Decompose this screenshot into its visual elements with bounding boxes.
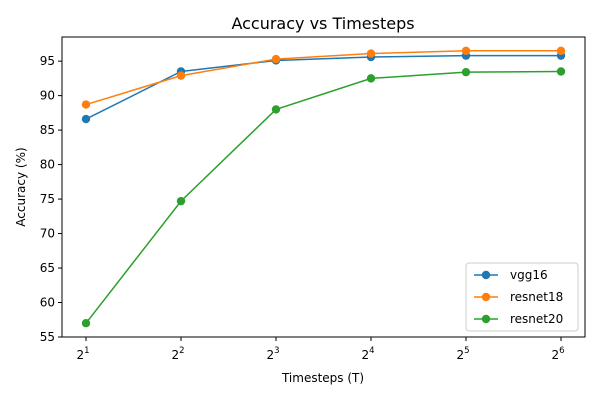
legend: vgg16 resnet18 resnet20	[465, 262, 579, 332]
data-point-resnet20	[556, 67, 566, 76]
data-point-resnet18	[271, 54, 281, 64]
x-tick-label: 22	[171, 346, 184, 362]
y-axis-label: Accuracy (%)	[14, 147, 28, 226]
plot-area	[81, 46, 566, 328]
y-tick-label: 75	[40, 192, 55, 206]
data-point-resnet20	[461, 67, 471, 77]
series-resnet18	[81, 46, 566, 109]
data-point-vgg16	[81, 114, 91, 124]
legend-marker	[481, 270, 491, 280]
legend-label: vgg16	[510, 268, 548, 282]
y-tick-label: 70	[40, 227, 55, 241]
x-tick-label: 26	[551, 346, 564, 362]
legend-item-resnet18: resnet18	[474, 290, 563, 304]
series-line-resnet20	[85, 70, 562, 324]
chart-title: Accuracy vs Timesteps	[231, 14, 414, 33]
data-point-resnet20	[271, 105, 281, 114]
data-point-resnet20	[176, 196, 186, 206]
data-point-resnet18	[366, 49, 376, 58]
series-resnet20	[81, 67, 566, 328]
data-point-resnet20	[81, 319, 91, 328]
x-tick-label: 24	[361, 346, 374, 362]
legend-item-resnet20: resnet20	[474, 312, 563, 326]
x-axis-label: Timesteps (T)	[281, 371, 364, 385]
data-point-resnet20	[366, 74, 376, 83]
legend-label: resnet18	[510, 290, 563, 304]
axes: 55 60 65 70 75 80 85 90 95 21 22 23 24 25 26	[40, 36, 586, 362]
series-vgg16	[81, 51, 566, 124]
legend-label: resnet20	[510, 312, 563, 326]
y-tick-label: 60	[40, 296, 55, 310]
series-line-resnet18	[85, 50, 561, 106]
y-tick-label: 85	[40, 123, 55, 137]
plot-frame	[61, 36, 586, 338]
y-tick-label: 65	[40, 261, 55, 275]
x-tick-label: 25	[456, 346, 469, 362]
data-point-resnet18	[176, 71, 186, 80]
legend-item-vgg16: vgg16	[474, 268, 548, 282]
y-tick-label: 90	[40, 89, 55, 103]
legend-box	[465, 262, 579, 332]
data-point-resnet18	[461, 46, 471, 55]
x-tick-label: 23	[266, 346, 279, 362]
series-line-vgg16	[85, 54, 561, 120]
legend-marker	[481, 314, 491, 324]
x-tick-label: 21	[76, 346, 89, 362]
data-point-resnet18	[81, 100, 91, 109]
y-tick-label: 55	[40, 330, 55, 344]
legend-marker	[481, 292, 491, 302]
y-tick-label: 95	[40, 54, 55, 68]
y-tick-label: 80	[40, 158, 55, 172]
data-point-resnet18	[556, 46, 566, 55]
